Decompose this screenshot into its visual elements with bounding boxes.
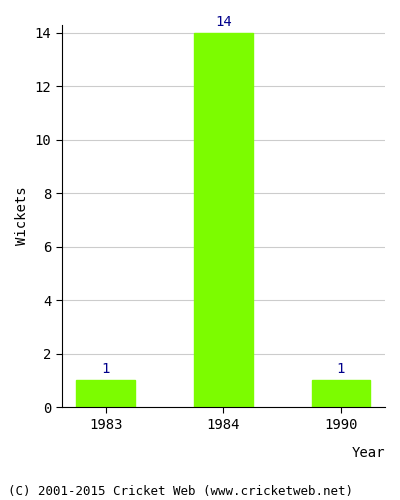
Text: 1: 1 <box>337 362 345 376</box>
Bar <box>312 380 370 407</box>
Bar <box>194 33 253 407</box>
Bar <box>76 380 135 407</box>
Text: Year: Year <box>352 446 385 460</box>
Y-axis label: Wickets: Wickets <box>15 186 29 246</box>
Text: 14: 14 <box>215 15 232 29</box>
Text: 1: 1 <box>102 362 110 376</box>
Text: (C) 2001-2015 Cricket Web (www.cricketweb.net): (C) 2001-2015 Cricket Web (www.cricketwe… <box>8 484 353 498</box>
